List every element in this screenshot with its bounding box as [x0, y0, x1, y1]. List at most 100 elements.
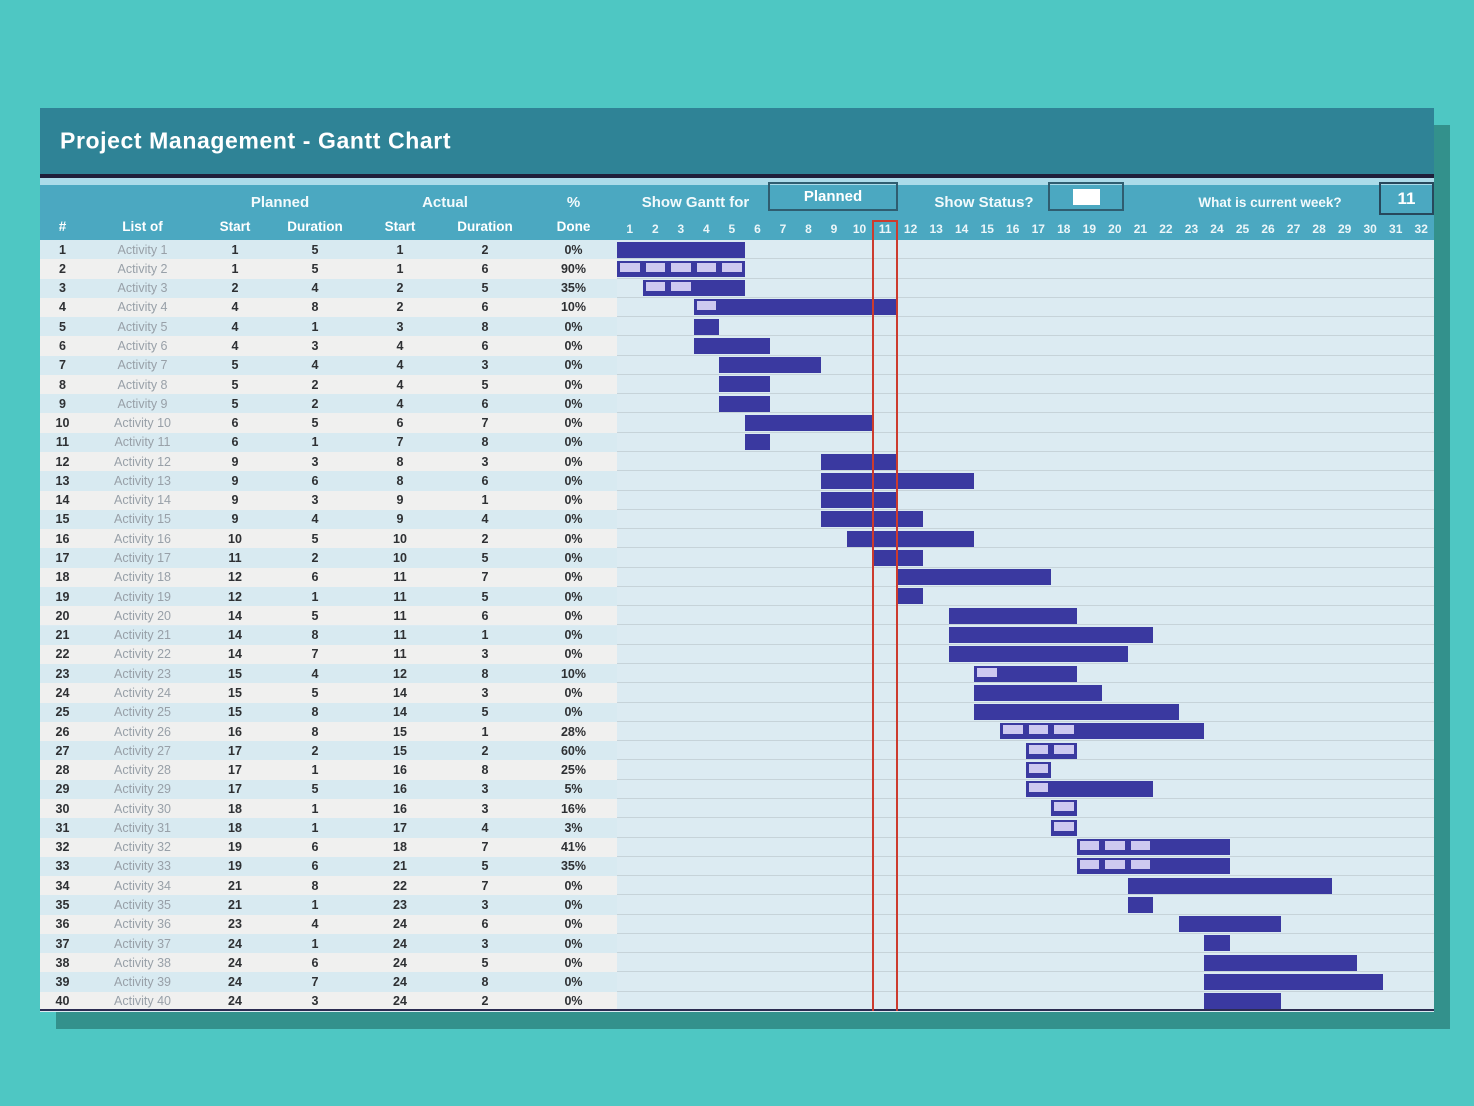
actual-start-cell[interactable]: 11 [393, 608, 407, 623]
actual-duration-cell[interactable]: 1 [481, 628, 489, 643]
activity-name-cell[interactable]: Activity 20 [114, 608, 171, 623]
planned-start-cell[interactable]: 4 [231, 300, 239, 315]
planned-duration-cell[interactable]: 4 [311, 917, 319, 932]
gantt-view-select[interactable]: Planned [768, 182, 898, 211]
actual-start-cell[interactable]: 4 [396, 358, 404, 373]
percent-done-cell[interactable]: 0% [564, 917, 583, 932]
planned-start-cell[interactable]: 19 [228, 859, 242, 874]
activity-name-cell[interactable]: Activity 11 [114, 435, 171, 450]
percent-done-cell[interactable]: 0% [564, 685, 583, 700]
percent-done-cell[interactable]: 90% [560, 261, 587, 276]
planned-start-cell[interactable]: 19 [228, 840, 242, 855]
actual-duration-cell[interactable]: 7 [481, 878, 489, 893]
percent-done-cell[interactable]: 35% [560, 859, 587, 874]
planned-start-cell[interactable]: 17 [228, 743, 242, 758]
planned-start-cell[interactable]: 4 [231, 339, 239, 353]
actual-duration-cell[interactable]: 7 [481, 840, 489, 855]
planned-start-cell[interactable]: 16 [228, 724, 242, 739]
planned-duration-cell[interactable]: 1 [311, 820, 319, 835]
activity-name-cell[interactable]: Activity 4 [117, 300, 168, 315]
activity-name-cell[interactable]: Activity 21 [114, 628, 171, 643]
planned-start-cell[interactable]: 18 [228, 801, 242, 816]
actual-duration-cell[interactable]: 4 [481, 820, 489, 835]
planned-start-cell[interactable]: 14 [228, 628, 242, 643]
activity-name-cell[interactable]: Activity 22 [114, 647, 171, 662]
activity-name-cell[interactable]: Activity 8 [117, 377, 168, 392]
planned-duration-cell[interactable]: 2 [311, 743, 319, 758]
percent-done-cell[interactable]: 0% [564, 975, 583, 990]
planned-start-cell[interactable]: 21 [228, 878, 242, 893]
activity-name-cell[interactable]: Activity 14 [114, 493, 171, 508]
actual-start-cell[interactable]: 17 [393, 820, 407, 835]
planned-start-cell[interactable]: 9 [231, 493, 239, 508]
percent-done-cell[interactable]: 25% [560, 763, 587, 778]
actual-start-cell[interactable]: 16 [393, 763, 407, 778]
planned-duration-cell[interactable]: 1 [311, 435, 319, 450]
activity-name-cell[interactable]: Activity 31 [114, 820, 171, 835]
percent-done-cell[interactable]: 0% [564, 396, 583, 411]
current-week-input[interactable]: 11 [1379, 182, 1434, 215]
planned-start-cell[interactable]: 17 [228, 763, 242, 778]
percent-done-cell[interactable]: 0% [564, 994, 583, 1009]
planned-start-cell[interactable]: 17 [228, 782, 242, 797]
actual-duration-cell[interactable]: 5 [481, 859, 489, 874]
planned-duration-cell[interactable]: 2 [311, 551, 319, 566]
actual-start-cell[interactable]: 11 [393, 589, 407, 604]
percent-done-cell[interactable]: 0% [564, 936, 583, 951]
planned-duration-cell[interactable]: 1 [311, 897, 319, 912]
planned-start-cell[interactable]: 1 [231, 242, 239, 257]
actual-duration-cell[interactable]: 5 [481, 589, 489, 604]
planned-duration-cell[interactable]: 5 [311, 242, 319, 257]
activity-name-cell[interactable]: Activity 25 [114, 705, 171, 720]
planned-duration-cell[interactable]: 3 [311, 339, 319, 353]
actual-start-cell[interactable]: 4 [396, 377, 404, 392]
percent-done-cell[interactable]: 0% [564, 955, 583, 970]
activity-name-cell[interactable]: Activity 3 [117, 281, 168, 296]
percent-done-cell[interactable]: 0% [564, 319, 583, 334]
activity-name-cell[interactable]: Activity 17 [114, 551, 171, 566]
activity-name-cell[interactable]: Activity 15 [114, 512, 171, 527]
planned-start-cell[interactable]: 18 [228, 820, 242, 835]
actual-start-cell[interactable]: 6 [396, 416, 404, 431]
planned-duration-cell[interactable]: 3 [311, 493, 319, 508]
actual-duration-cell[interactable]: 6 [481, 261, 489, 276]
planned-start-cell[interactable]: 12 [228, 589, 242, 604]
planned-start-cell[interactable]: 24 [228, 975, 242, 990]
actual-start-cell[interactable]: 12 [393, 666, 407, 681]
planned-duration-cell[interactable]: 8 [311, 628, 319, 643]
actual-duration-cell[interactable]: 1 [481, 493, 489, 508]
percent-done-cell[interactable]: 0% [564, 551, 583, 566]
actual-duration-cell[interactable]: 2 [481, 743, 489, 758]
planned-start-cell[interactable]: 5 [231, 396, 239, 411]
activity-name-cell[interactable]: Activity 34 [114, 878, 171, 893]
actual-duration-cell[interactable]: 2 [481, 531, 489, 546]
percent-done-cell[interactable]: 10% [560, 300, 587, 315]
percent-done-cell[interactable]: 0% [564, 358, 583, 373]
planned-duration-cell[interactable]: 8 [311, 878, 319, 893]
planned-duration-cell[interactable]: 8 [311, 705, 319, 720]
actual-duration-cell[interactable]: 3 [481, 801, 489, 816]
planned-duration-cell[interactable]: 2 [311, 396, 319, 411]
actual-duration-cell[interactable]: 3 [481, 936, 489, 951]
planned-duration-cell[interactable]: 5 [311, 685, 319, 700]
actual-duration-cell[interactable]: 6 [481, 300, 489, 315]
activity-name-cell[interactable]: Activity 40 [114, 994, 171, 1009]
planned-duration-cell[interactable]: 5 [311, 608, 319, 623]
actual-start-cell[interactable]: 14 [393, 705, 407, 720]
planned-start-cell[interactable]: 6 [231, 435, 239, 450]
actual-duration-cell[interactable]: 6 [481, 608, 489, 623]
actual-start-cell[interactable]: 1 [396, 242, 404, 257]
actual-start-cell[interactable]: 16 [393, 782, 407, 797]
percent-done-cell[interactable]: 0% [564, 570, 583, 585]
planned-start-cell[interactable]: 9 [231, 512, 239, 527]
activity-name-cell[interactable]: Activity 24 [114, 685, 171, 700]
actual-duration-cell[interactable]: 8 [481, 319, 489, 334]
activity-name-cell[interactable]: Activity 1 [117, 242, 168, 257]
actual-duration-cell[interactable]: 5 [481, 551, 489, 566]
planned-duration-cell[interactable]: 8 [311, 724, 319, 739]
actual-duration-cell[interactable]: 8 [481, 763, 489, 778]
planned-duration-cell[interactable]: 7 [311, 647, 319, 662]
activity-name-cell[interactable]: Activity 7 [117, 358, 168, 373]
percent-done-cell[interactable]: 0% [564, 628, 583, 643]
planned-duration-cell[interactable]: 4 [311, 281, 319, 296]
